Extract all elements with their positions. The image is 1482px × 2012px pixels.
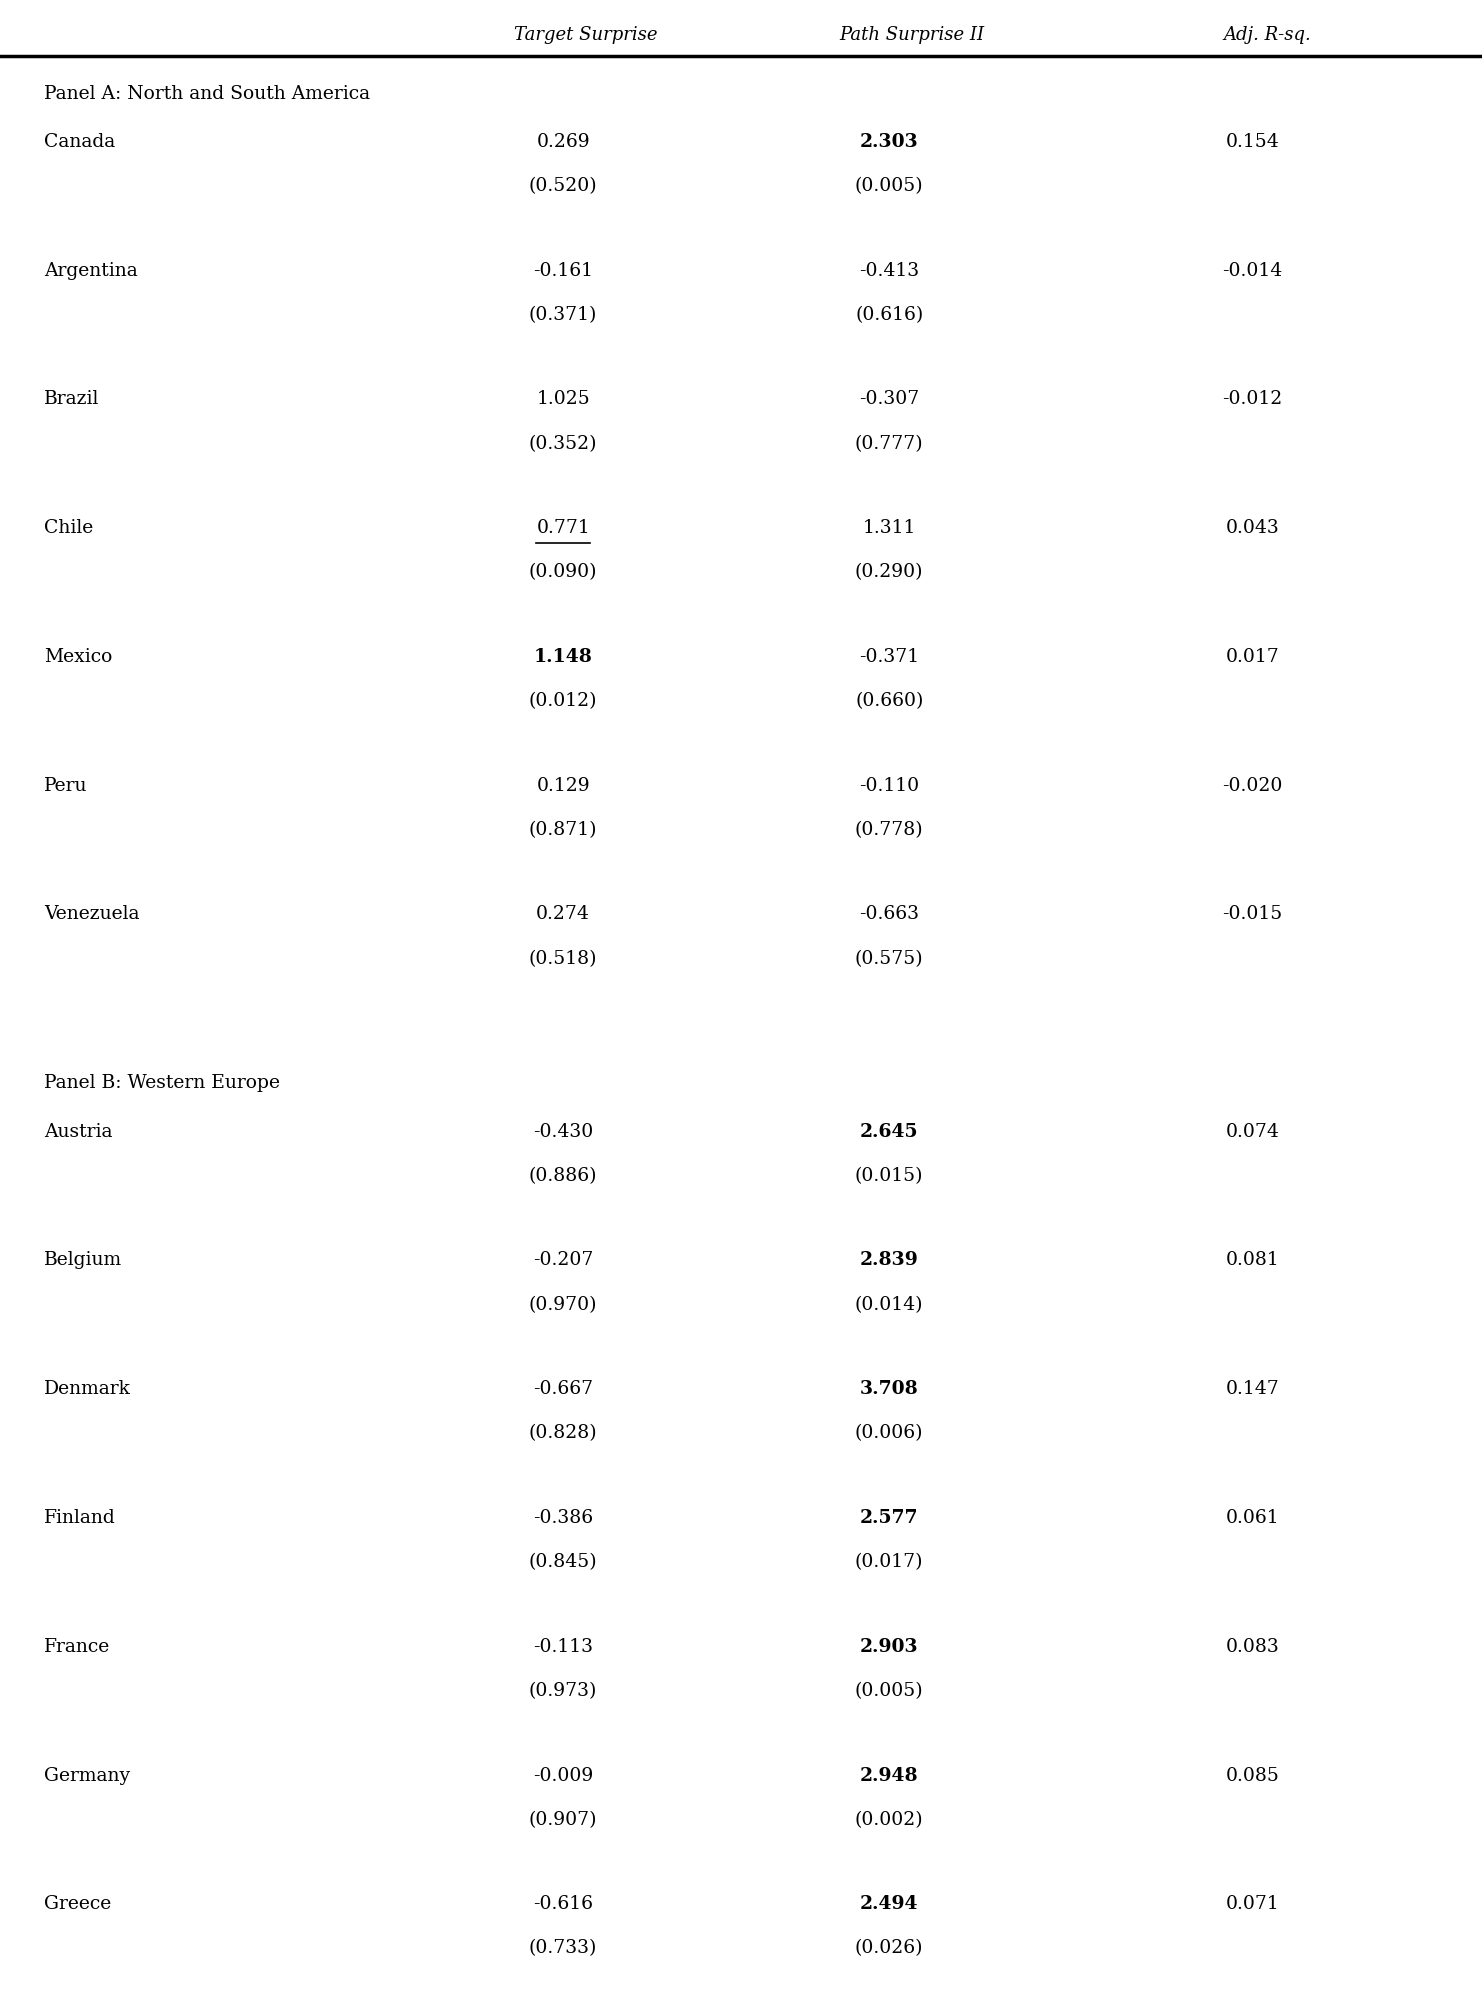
Text: Peru: Peru xyxy=(44,777,87,795)
Text: Venezuela: Venezuela xyxy=(44,905,139,924)
Text: (0.871): (0.871) xyxy=(529,821,597,839)
Text: 2.494: 2.494 xyxy=(860,1895,919,1913)
Text: (0.371): (0.371) xyxy=(529,306,597,324)
Text: 0.085: 0.085 xyxy=(1226,1767,1279,1785)
Text: -0.110: -0.110 xyxy=(860,777,919,795)
Text: (0.907): (0.907) xyxy=(529,1811,597,1829)
Text: Path Surprise II: Path Surprise II xyxy=(839,26,984,44)
Text: 0.071: 0.071 xyxy=(1226,1895,1279,1913)
Text: (0.733): (0.733) xyxy=(529,1940,597,1958)
Text: -0.009: -0.009 xyxy=(534,1767,593,1785)
Text: Argentina: Argentina xyxy=(44,262,138,280)
Text: (0.520): (0.520) xyxy=(529,177,597,195)
Text: Adj. R-sq.: Adj. R-sq. xyxy=(1223,26,1312,44)
Text: -0.663: -0.663 xyxy=(860,905,919,924)
Text: 1.311: 1.311 xyxy=(863,519,916,537)
Text: 2.645: 2.645 xyxy=(860,1123,919,1141)
Text: Panel B: Western Europe: Panel B: Western Europe xyxy=(44,1074,280,1093)
Text: 0.274: 0.274 xyxy=(536,905,590,924)
Text: -0.014: -0.014 xyxy=(1223,262,1282,280)
Text: Belgium: Belgium xyxy=(44,1251,123,1270)
Text: 3.708: 3.708 xyxy=(860,1380,919,1398)
Text: -0.386: -0.386 xyxy=(534,1509,593,1527)
Text: 0.147: 0.147 xyxy=(1226,1380,1279,1398)
Text: (0.973): (0.973) xyxy=(529,1682,597,1700)
Text: (0.660): (0.660) xyxy=(855,692,923,710)
Text: 0.061: 0.061 xyxy=(1226,1509,1279,1527)
Text: 0.017: 0.017 xyxy=(1226,648,1279,666)
Text: Mexico: Mexico xyxy=(44,648,113,666)
Text: -0.207: -0.207 xyxy=(534,1251,593,1270)
Text: Chile: Chile xyxy=(44,519,93,537)
Text: 2.577: 2.577 xyxy=(860,1509,919,1527)
Text: 2.303: 2.303 xyxy=(860,133,919,151)
Text: Germany: Germany xyxy=(44,1767,130,1785)
Text: (0.015): (0.015) xyxy=(855,1167,923,1185)
Text: 0.043: 0.043 xyxy=(1226,519,1279,537)
Text: -0.113: -0.113 xyxy=(534,1638,593,1656)
Text: -0.371: -0.371 xyxy=(860,648,919,666)
Text: -0.616: -0.616 xyxy=(534,1895,593,1913)
Text: Brazil: Brazil xyxy=(44,390,99,408)
Text: (0.518): (0.518) xyxy=(529,950,597,968)
Text: (0.002): (0.002) xyxy=(855,1811,923,1829)
Text: 0.083: 0.083 xyxy=(1226,1638,1279,1656)
Text: 0.269: 0.269 xyxy=(536,133,590,151)
Text: (0.012): (0.012) xyxy=(529,692,597,710)
Text: (0.828): (0.828) xyxy=(529,1424,597,1443)
Text: (0.352): (0.352) xyxy=(529,435,597,453)
Text: 1.148: 1.148 xyxy=(534,648,593,666)
Text: -0.307: -0.307 xyxy=(860,390,919,408)
Text: 0.074: 0.074 xyxy=(1226,1123,1279,1141)
Text: 0.771: 0.771 xyxy=(536,519,590,537)
Text: -0.430: -0.430 xyxy=(534,1123,593,1141)
Text: (0.886): (0.886) xyxy=(529,1167,597,1185)
Text: -0.161: -0.161 xyxy=(534,262,593,280)
Text: -0.012: -0.012 xyxy=(1223,390,1282,408)
Text: (0.970): (0.970) xyxy=(529,1296,597,1314)
Text: (0.845): (0.845) xyxy=(529,1553,597,1571)
Text: Austria: Austria xyxy=(44,1123,113,1141)
Text: Finland: Finland xyxy=(44,1509,116,1527)
Text: 2.903: 2.903 xyxy=(860,1638,919,1656)
Text: (0.575): (0.575) xyxy=(855,950,923,968)
Text: Panel A: North and South America: Panel A: North and South America xyxy=(44,85,370,103)
Text: (0.616): (0.616) xyxy=(855,306,923,324)
Text: Greece: Greece xyxy=(44,1895,111,1913)
Text: Denmark: Denmark xyxy=(44,1380,132,1398)
Text: (0.090): (0.090) xyxy=(529,563,597,581)
Text: Canada: Canada xyxy=(44,133,116,151)
Text: 2.948: 2.948 xyxy=(860,1767,919,1785)
Text: 2.839: 2.839 xyxy=(860,1251,919,1270)
Text: 0.081: 0.081 xyxy=(1226,1251,1279,1270)
Text: -0.015: -0.015 xyxy=(1223,905,1282,924)
Text: (0.777): (0.777) xyxy=(855,435,923,453)
Text: (0.006): (0.006) xyxy=(855,1424,923,1443)
Text: 1.025: 1.025 xyxy=(536,390,590,408)
Text: (0.026): (0.026) xyxy=(855,1940,923,1958)
Text: (0.290): (0.290) xyxy=(855,563,923,581)
Text: (0.005): (0.005) xyxy=(855,177,923,195)
Text: -0.020: -0.020 xyxy=(1223,777,1282,795)
Text: France: France xyxy=(44,1638,111,1656)
Text: (0.017): (0.017) xyxy=(855,1553,923,1571)
Text: (0.005): (0.005) xyxy=(855,1682,923,1700)
Text: 0.154: 0.154 xyxy=(1226,133,1279,151)
Text: (0.014): (0.014) xyxy=(855,1296,923,1314)
Text: (0.778): (0.778) xyxy=(855,821,923,839)
Text: 0.129: 0.129 xyxy=(536,777,590,795)
Text: -0.667: -0.667 xyxy=(534,1380,593,1398)
Text: Target Surprise: Target Surprise xyxy=(514,26,657,44)
Text: -0.413: -0.413 xyxy=(860,262,919,280)
